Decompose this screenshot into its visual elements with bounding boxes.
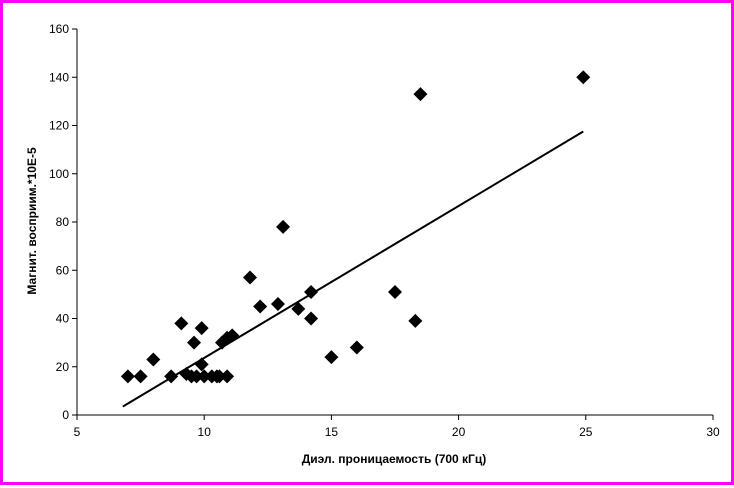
data-point — [324, 350, 339, 365]
axes — [76, 29, 713, 416]
y-tick-label: 40 — [56, 312, 70, 326]
data-point — [576, 70, 591, 85]
data-point — [413, 87, 428, 102]
x-tick-label: 30 — [706, 425, 720, 439]
trendline — [122, 130, 584, 408]
data-point — [408, 313, 423, 328]
y-tick-label: 100 — [49, 167, 69, 181]
y-tick-label: 60 — [56, 263, 70, 277]
x-axis-title: Диэл. проницаемость (700 кГц) — [302, 452, 486, 466]
y-tick-label: 120 — [49, 119, 69, 133]
x-tick-label: 25 — [579, 425, 593, 439]
x-tick-label: 10 — [198, 425, 212, 439]
data-point — [194, 321, 209, 336]
y-tick-label: 160 — [49, 22, 69, 36]
data-point — [120, 369, 135, 384]
y-tick-label: 0 — [62, 408, 69, 422]
y-tick-label: 140 — [49, 70, 69, 84]
data-point — [253, 299, 268, 314]
data-point — [270, 297, 285, 312]
data-point — [349, 340, 364, 355]
data-point — [146, 352, 161, 367]
x-tick-label: 15 — [325, 425, 339, 439]
data-point — [276, 219, 291, 234]
y-tick-label: 20 — [56, 360, 70, 374]
x-tick-label: 5 — [74, 425, 81, 439]
trendline-group — [122, 130, 584, 408]
data-point — [174, 316, 189, 331]
data-points — [120, 70, 591, 384]
data-point — [187, 335, 202, 350]
data-point — [225, 328, 240, 343]
data-point — [197, 369, 212, 384]
data-point — [164, 369, 179, 384]
tick-marks — [72, 28, 714, 420]
data-point — [189, 369, 204, 384]
data-point — [388, 284, 402, 299]
scatter-chart: 0 20 40 60 80 100 120 140 160 5 10 15 20 25 30 Диэл. п… — [25, 22, 720, 466]
data-point — [291, 301, 306, 316]
data-point — [194, 357, 209, 372]
tick-labels: 0 20 40 60 80 100 120 140 160 5 10 15 20 25 30 — [49, 22, 720, 439]
data-point — [242, 270, 257, 285]
data-point — [304, 311, 319, 326]
data-point — [220, 369, 235, 384]
x-tick-label: 20 — [452, 425, 466, 439]
y-tick-label: 80 — [56, 215, 70, 229]
data-point — [133, 369, 148, 384]
y-axis-title: Магнит. восприим.*10E-5 — [25, 147, 39, 295]
data-point — [304, 284, 319, 299]
data-point — [212, 369, 227, 384]
